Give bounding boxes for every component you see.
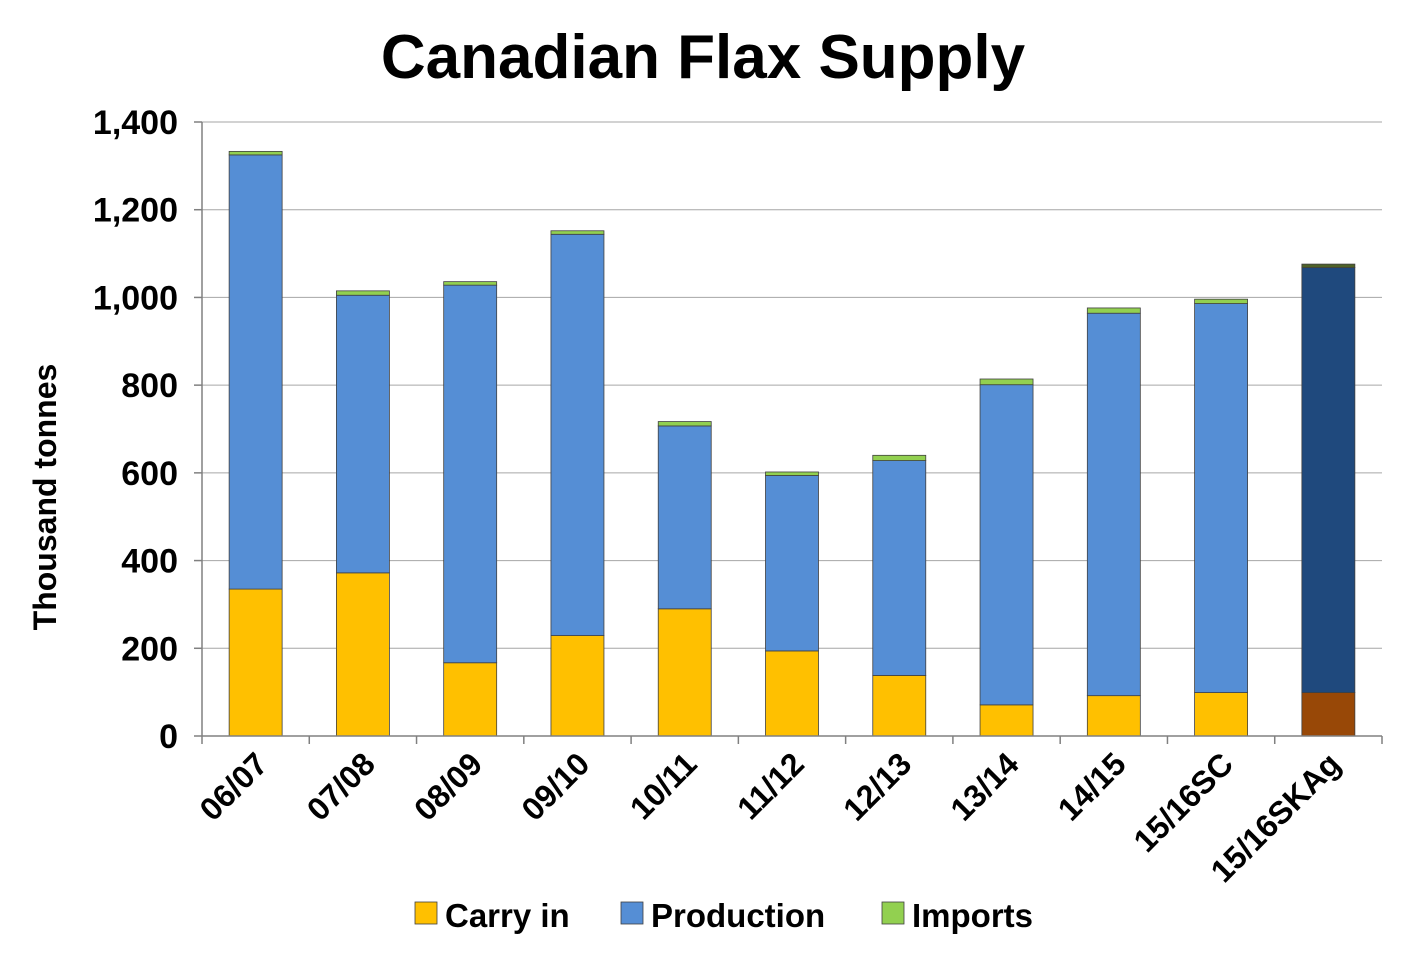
- legend-label: Carry in: [445, 897, 570, 934]
- bar-production: [550, 233, 605, 636]
- legend-label: Production: [651, 897, 825, 934]
- bar-stack: [336, 290, 390, 737]
- bar-production: [443, 284, 498, 664]
- bar-carry-in: [657, 608, 712, 737]
- bar-imports: [443, 281, 498, 286]
- bar-imports: [1301, 263, 1356, 269]
- legend-item: Production: [620, 897, 825, 934]
- legend-swatch: [620, 901, 644, 925]
- bar-production: [1194, 303, 1248, 693]
- bar-imports: [872, 454, 927, 461]
- bar-carry-in: [765, 650, 819, 737]
- legend-swatch: [414, 901, 438, 925]
- bar-imports: [336, 290, 390, 296]
- bar-production: [657, 425, 712, 610]
- bar-imports: [765, 471, 819, 476]
- bar-stack: [657, 421, 712, 737]
- axes: [201, 122, 1382, 737]
- y-axis-ticks: 0 200 400 600 800 1,000 1,200 1,400: [93, 104, 202, 756]
- x-tick-label: 09/10: [514, 745, 596, 827]
- bar-carry-in: [1194, 692, 1248, 737]
- x-tick-label: 11/12: [730, 745, 811, 826]
- bar-imports: [657, 421, 712, 427]
- y-tick-label: 1,000: [93, 279, 178, 317]
- legend-item: Carry in: [414, 897, 570, 934]
- x-axis-ticks: 06/07 07/08 08/09 09/10 10/11 11/12 12/13 13/14…: [193, 736, 1383, 889]
- bar-imports: [1194, 298, 1248, 304]
- bar-production: [872, 460, 927, 676]
- x-tick-label: 10/11: [623, 745, 704, 826]
- bar-carry-in: [979, 704, 1034, 737]
- bar-production: [1301, 267, 1356, 693]
- bar-production: [228, 154, 283, 590]
- bar-production: [1086, 312, 1141, 697]
- legend-label: Imports: [912, 897, 1033, 934]
- bar-imports: [1086, 307, 1141, 314]
- y-tick-label: 800: [121, 367, 178, 405]
- x-tick-label: 12/13: [836, 745, 918, 827]
- bar-carry-in: [443, 662, 498, 737]
- bar-stack: [872, 454, 927, 737]
- y-tick-label: 600: [121, 455, 178, 493]
- y-tick-label: 200: [121, 630, 178, 668]
- legend-item: Imports: [881, 897, 1033, 934]
- bar-stack: [765, 471, 819, 737]
- y-tick-label: 400: [121, 543, 178, 581]
- x-tick-label: 13/14: [943, 745, 1025, 827]
- bar-carry-in: [336, 572, 390, 737]
- bar-stack: [1194, 298, 1248, 737]
- legend-swatch: [881, 901, 905, 925]
- bar-carry-in: [1301, 692, 1356, 737]
- bar-carry-in: [228, 588, 283, 737]
- bar-carry-in: [872, 675, 927, 737]
- bar-production: [336, 294, 390, 574]
- y-axis-label: Thousand tonnes: [27, 364, 63, 631]
- bar-stack: [550, 230, 605, 737]
- bar-stack: [1301, 263, 1356, 737]
- bar-production: [979, 384, 1034, 706]
- bar-stack: [979, 378, 1034, 737]
- bar-carry-in: [1086, 695, 1141, 737]
- chart-title: Canadian Flax Supply: [381, 23, 1026, 92]
- x-tick-label: 08/09: [407, 745, 489, 827]
- bar-stack: [1086, 307, 1141, 737]
- bars: [228, 150, 1356, 737]
- y-tick-label: 1,200: [93, 192, 178, 230]
- y-tick-label: 1,400: [93, 104, 178, 142]
- bar-stack: [228, 150, 283, 737]
- legend: Carry in Production Imports: [414, 897, 1033, 934]
- bar-stack: [443, 281, 498, 737]
- x-tick-label: 15/16SC: [1127, 745, 1241, 859]
- bar-imports: [979, 378, 1034, 386]
- x-tick-label: 07/08: [300, 745, 382, 827]
- y-tick-label: 0: [159, 718, 178, 756]
- bar-production: [765, 475, 819, 652]
- bar-imports: [228, 150, 283, 156]
- x-tick-label: 14/15: [1051, 745, 1133, 827]
- bar-imports: [550, 230, 605, 235]
- bar-carry-in: [550, 635, 605, 737]
- x-tick-label: 06/07: [193, 745, 275, 827]
